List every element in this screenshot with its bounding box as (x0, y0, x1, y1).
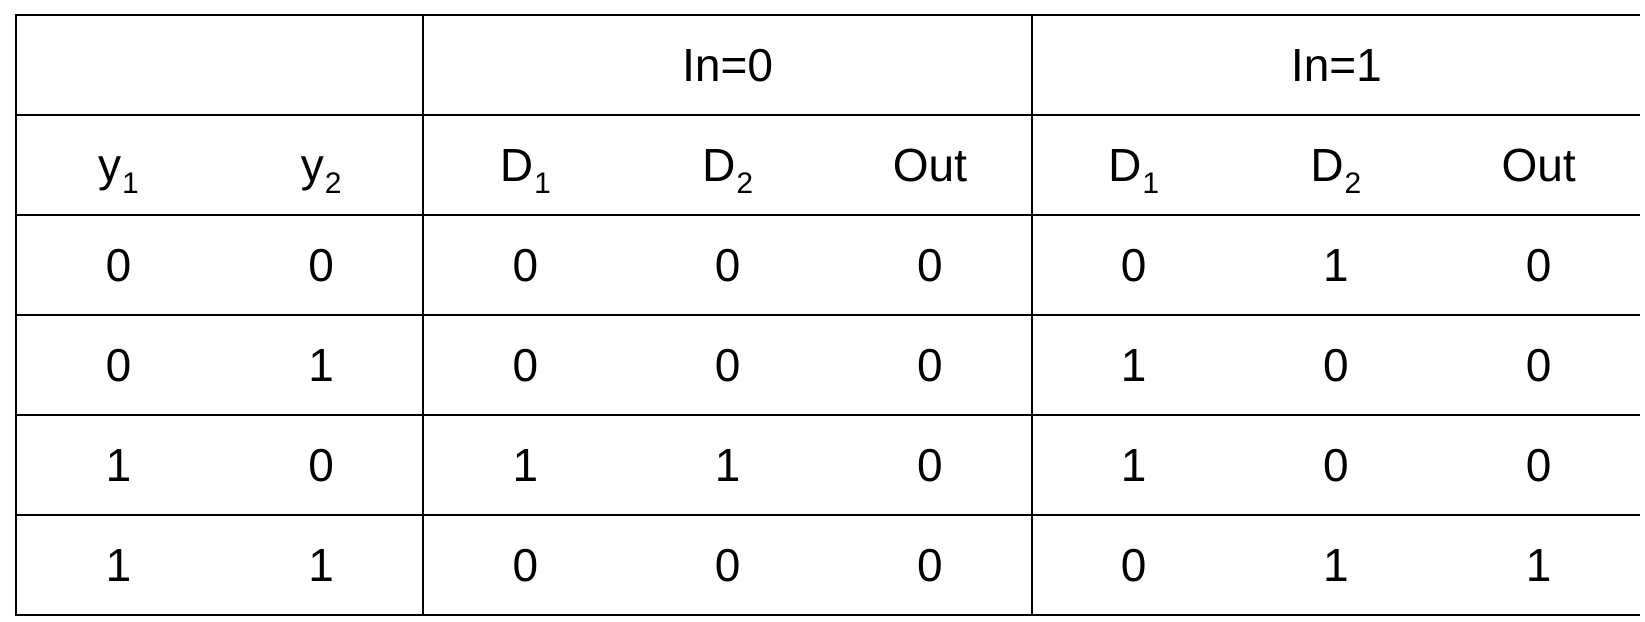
table-cell: 0 (219, 214, 424, 316)
col-header-in0-d2-base: D (702, 139, 736, 191)
col-header-in1-d2: D2 (1234, 114, 1438, 216)
state-transition-table: In=0 In=1 y1 y2 D1 D2 Out D1 D2 Out 0 0 … (14, 14, 1640, 616)
table-cell: 0 (1234, 314, 1438, 416)
col-header-in0-d1-sub: 1 (534, 167, 551, 200)
col-header-in0-d2: D2 (626, 114, 829, 216)
group-header-row: In=0 In=1 (14, 14, 1640, 116)
table-row: 0 1 0 0 0 1 0 0 (15, 314, 1640, 416)
group-header-in0: In=0 (422, 14, 1032, 116)
col-header-in0-d1-base: D (499, 139, 534, 191)
col-header-in1-d2-sub: 2 (1344, 167, 1362, 200)
table-row: 1 1 0 0 0 0 1 1 (15, 514, 1640, 616)
table-cell: 0 (828, 214, 1032, 316)
col-header-y1-base: y (98, 139, 122, 191)
table-cell: 1 (1234, 514, 1438, 616)
col-header-y1: y1 (15, 114, 220, 216)
table-cell: 0 (422, 214, 627, 316)
table-row: 1 0 1 1 0 1 0 0 (15, 414, 1640, 516)
col-header-in0-d2-sub: 2 (736, 167, 754, 200)
col-header-in1-d1-base: D (1108, 139, 1142, 191)
table-cell: 1 (626, 414, 829, 516)
table-cell: 1 (15, 514, 220, 616)
table-cell: 0 (15, 314, 220, 416)
table-cell: 0 (422, 514, 627, 616)
table-cell: 0 (1030, 214, 1235, 316)
table-cell: 1 (1437, 514, 1640, 616)
col-header-y2-sub: 2 (324, 167, 342, 200)
col-header-y2: y2 (219, 114, 424, 216)
table-cell: 0 (1030, 514, 1235, 616)
col-header-y2-base: y (300, 139, 324, 191)
table-cell: 1 (219, 514, 424, 616)
col-header-in0-out: Out (828, 114, 1032, 216)
table-cell: 1 (1030, 314, 1235, 416)
table-cell: 0 (1234, 414, 1438, 516)
table-cell: 0 (626, 514, 829, 616)
table-cell: 0 (422, 314, 627, 416)
col-header-in0-d1: D1 (422, 114, 627, 216)
table-cell: 0 (828, 514, 1032, 616)
column-header-row: y1 y2 D1 D2 Out D1 D2 Out (15, 114, 1640, 216)
table-cell: 1 (1234, 214, 1438, 316)
table-cell: 1 (422, 414, 627, 516)
table-cell: 0 (1437, 414, 1640, 516)
table-cell: 0 (626, 214, 829, 316)
table-cell: 0 (828, 314, 1032, 416)
table-cell: 0 (828, 414, 1032, 516)
table-cell: 0 (15, 214, 220, 316)
col-header-in1-d1: D1 (1030, 114, 1235, 216)
table-cell: 1 (219, 314, 424, 416)
col-header-in1-d2-base: D (1310, 139, 1344, 191)
col-header-in1-out: Out (1437, 114, 1640, 216)
table-cell: 0 (1437, 314, 1640, 416)
table-cell: 0 (219, 414, 424, 516)
group-header-in1: In=1 (1030, 14, 1640, 116)
table-cell: 1 (15, 414, 220, 516)
col-header-y1-sub: 1 (122, 167, 139, 200)
empty-corner-cell (14, 14, 424, 116)
table-cell: 0 (1437, 214, 1640, 316)
col-header-in1-d1-sub: 1 (1142, 167, 1159, 200)
table-cell: 1 (1030, 414, 1235, 516)
table-row: 0 0 0 0 0 0 1 0 (15, 214, 1640, 316)
table-cell: 0 (626, 314, 829, 416)
